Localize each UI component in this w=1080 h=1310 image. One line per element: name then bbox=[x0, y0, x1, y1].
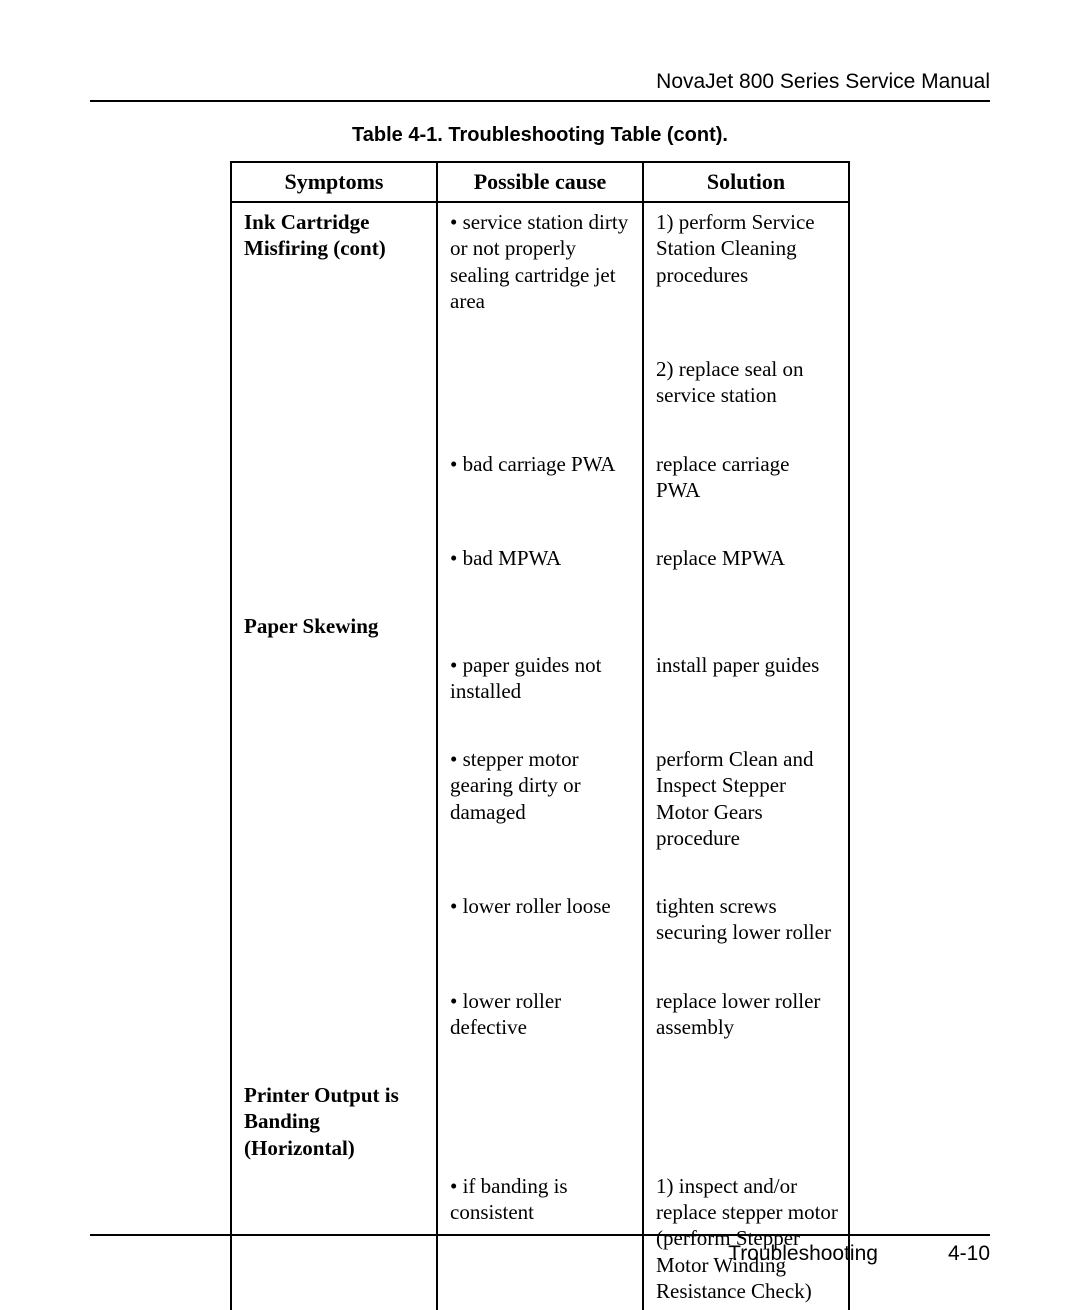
table-row: Printer Output is Banding (Horizontal) bbox=[231, 1076, 849, 1167]
symptom-cell: Ink Cartridge Misfiring (cont) bbox=[231, 202, 437, 320]
page-footer: Troubleshooting 4-10 bbox=[90, 1234, 990, 1266]
service-manual-page: NovaJet 800 Series Service Manual Table … bbox=[0, 0, 1080, 1296]
col-header-cause: Possible cause bbox=[437, 162, 643, 202]
table-row: Ink Cartridge Misfiring (cont) • service… bbox=[231, 202, 849, 320]
symptom-cell: Paper Skewing bbox=[231, 607, 437, 645]
cause-cell: • bad carriage PWA bbox=[437, 445, 643, 510]
table-row bbox=[231, 1046, 849, 1076]
manual-header: NovaJet 800 Series Service Manual bbox=[90, 70, 990, 102]
table-row: • paper guides not installed install pap… bbox=[231, 646, 849, 711]
table-row: • lower roller loose tighten screws secu… bbox=[231, 887, 849, 952]
table-header-row: Symptoms Possible cause Solution bbox=[231, 162, 849, 202]
table-row bbox=[231, 320, 849, 350]
table-caption: Table 4-1. Troubleshooting Table (cont). bbox=[90, 124, 990, 147]
table-row: • bad carriage PWA replace carriage PWA bbox=[231, 445, 849, 510]
table-row bbox=[231, 415, 849, 445]
cause-cell: • paper guides not installed bbox=[437, 646, 643, 711]
solution-cell: 2) replace seal on service station bbox=[643, 350, 849, 415]
col-header-solution: Solution bbox=[643, 162, 849, 202]
table-row bbox=[231, 509, 849, 539]
solution-cell: 1) perform Service Station Cleaning proc… bbox=[643, 202, 849, 320]
footer-page-number: 4-10 bbox=[948, 1242, 990, 1266]
col-header-symptoms: Symptoms bbox=[231, 162, 437, 202]
table-row bbox=[231, 710, 849, 740]
solution-cell: tighten screws securing lower roller bbox=[643, 887, 849, 952]
solution-cell: replace carriage PWA bbox=[643, 445, 849, 510]
solution-cell: replace MPWA bbox=[643, 539, 849, 577]
table-row: 2) replace seal on service station bbox=[231, 350, 849, 415]
solution-cell: replace lower roller assembly bbox=[643, 982, 849, 1047]
solution-cell: perform Clean and Inspect Stepper Motor … bbox=[643, 740, 849, 857]
table-row bbox=[231, 952, 849, 982]
table-row: • bad MPWA replace MPWA bbox=[231, 539, 849, 577]
table-row: • stepper motor gearing dirty or damaged… bbox=[231, 740, 849, 857]
troubleshooting-table: Symptoms Possible cause Solution Ink Car… bbox=[230, 161, 850, 1310]
solution-cell: install paper guides bbox=[643, 646, 849, 711]
symptom-cell: Printer Output is Banding (Horizontal) bbox=[231, 1076, 437, 1167]
cause-cell: • service station dirty or not properly … bbox=[437, 202, 643, 320]
table-row bbox=[231, 857, 849, 887]
cause-cell: • lower roller defective bbox=[437, 982, 643, 1047]
cause-cell: • lower roller loose bbox=[437, 887, 643, 952]
table-row: • lower roller defective replace lower r… bbox=[231, 982, 849, 1047]
table-row: Paper Skewing bbox=[231, 607, 849, 645]
footer-section: Troubleshooting bbox=[728, 1242, 878, 1266]
cause-cell: • stepper motor gearing dirty or damaged bbox=[437, 740, 643, 857]
table-row bbox=[231, 577, 849, 607]
cause-cell: • bad MPWA bbox=[437, 539, 643, 577]
